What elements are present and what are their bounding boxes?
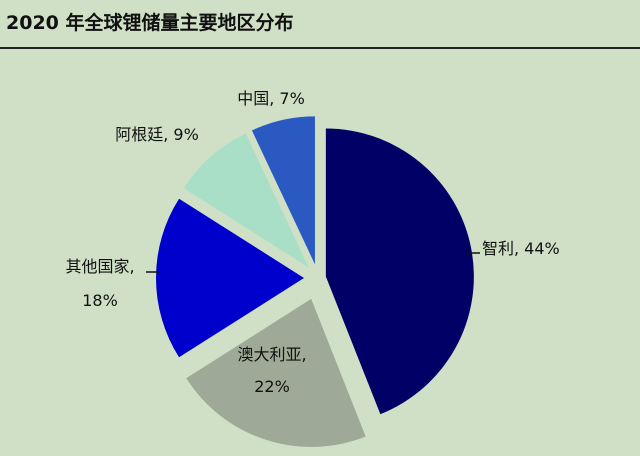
pie-slice-australia: [186, 298, 366, 447]
chart-title: 2020 年全球锂储量主要地区分布: [6, 12, 294, 34]
pie-slice-other-countries: [155, 198, 304, 358]
title-divider: [0, 47, 640, 49]
pie-slice-chile: [325, 128, 474, 415]
slice-label-argentina: 阿根廷, 9%: [115, 125, 199, 144]
pie-slice-argentina: [183, 133, 309, 268]
slice-label-china: 中国, 7%: [237, 89, 305, 108]
slice-label-other-countries: 其他国家, 18%: [65, 257, 134, 310]
slice-label-australia: 澳大利亚, 22%: [237, 345, 306, 396]
pie-slice-china: [251, 116, 315, 265]
slice-label-chile: 智利, 44%: [482, 239, 560, 258]
